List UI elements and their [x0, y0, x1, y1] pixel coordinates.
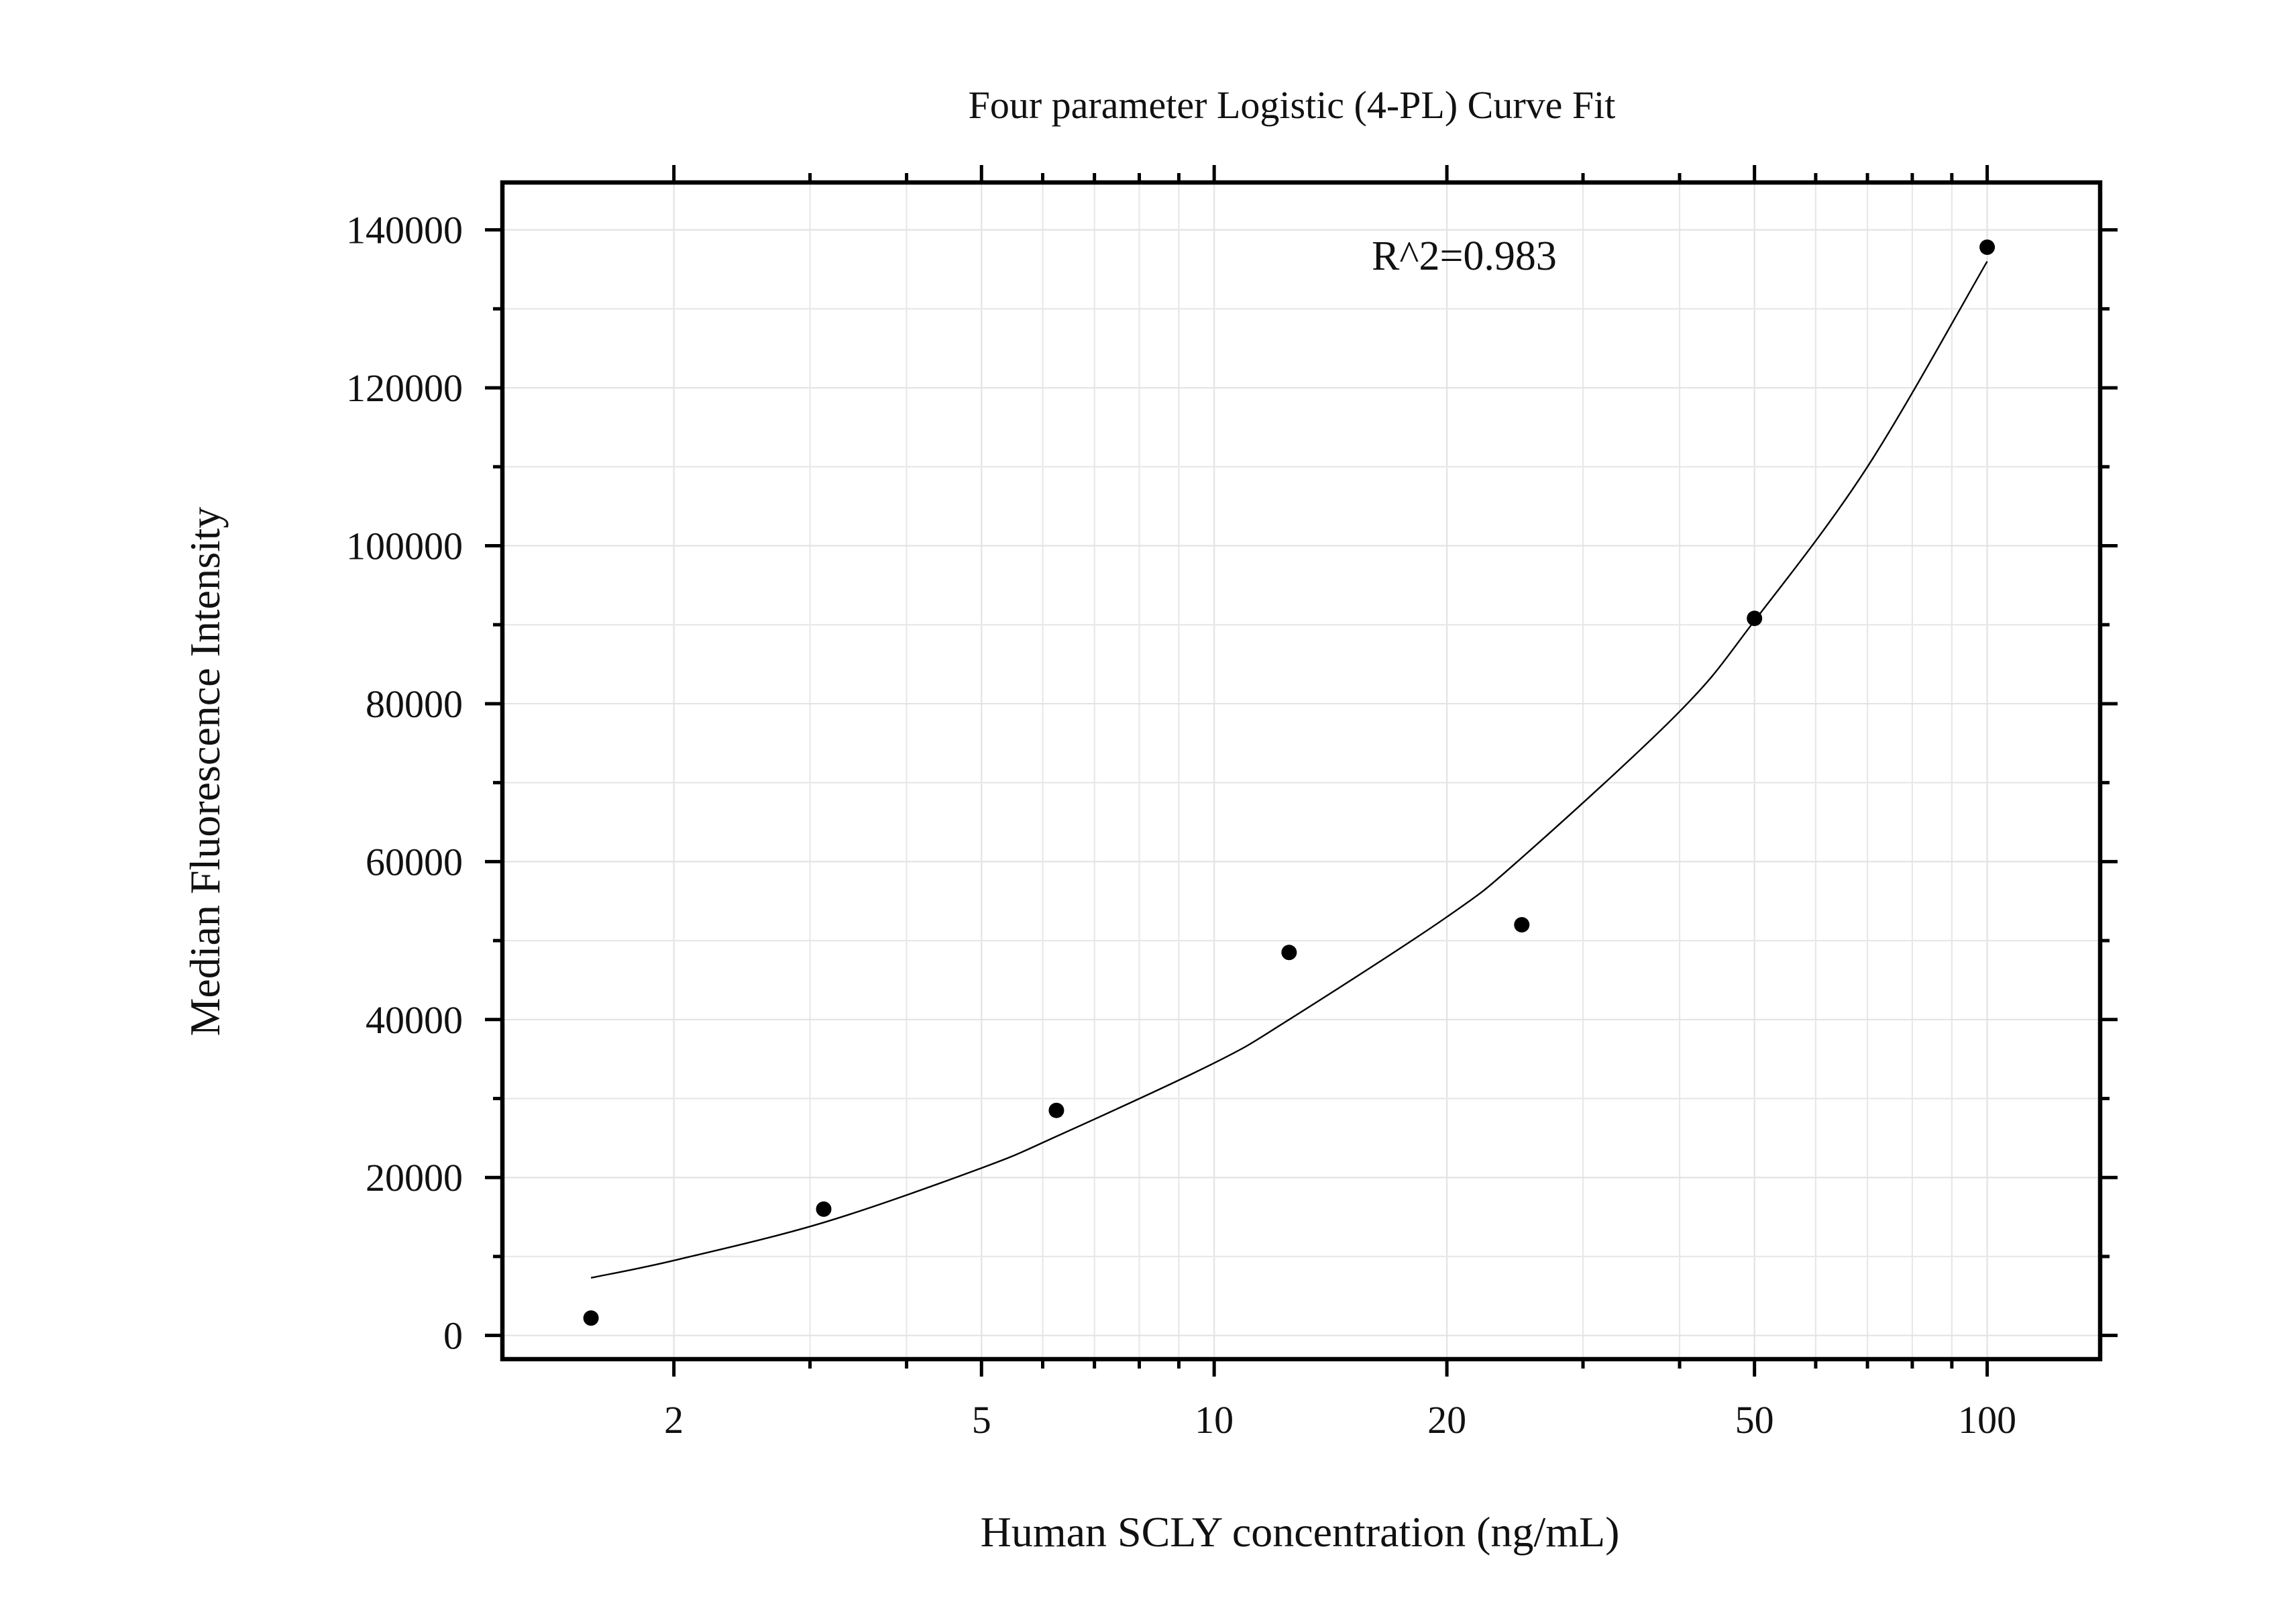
y-tick-label: 100000 — [346, 525, 463, 568]
data-point — [1048, 1102, 1064, 1118]
x-tick-label: 10 — [1195, 1398, 1234, 1442]
y-tick-label: 60000 — [366, 840, 463, 884]
data-point — [583, 1310, 599, 1326]
y-tick-label: 120000 — [346, 366, 463, 410]
plot-frame — [500, 180, 2103, 1362]
y-axis-label: Median Fluorescence Intensity — [181, 506, 229, 1036]
chart-title: Four parameter Logistic (4-PL) Curve Fit — [969, 83, 1616, 127]
data-point — [1281, 945, 1297, 961]
data-point — [1514, 917, 1530, 933]
x-tick-label: 100 — [1958, 1398, 2016, 1442]
y-tick-label: 140000 — [346, 209, 463, 252]
data-point — [1747, 610, 1763, 627]
x-tick-label: 20 — [1427, 1398, 1466, 1442]
y-tick-label: 80000 — [366, 682, 463, 726]
x-tick-label: 2 — [664, 1398, 684, 1442]
axis-tick-labels: 2 5 10 20 50 100 0 20000 40000 60000 80000 100000 12… — [346, 209, 2016, 1442]
data-points-layer — [583, 239, 1996, 1326]
fit-curve-layer — [590, 261, 1988, 1279]
grid — [502, 182, 2100, 1359]
x-tick-label: 50 — [1735, 1398, 1774, 1442]
x-tick-label: 5 — [972, 1398, 991, 1442]
y-tick-label: 20000 — [366, 1156, 463, 1199]
r-squared-annotation: R^2=0.983 — [1372, 233, 1557, 279]
data-point — [1979, 239, 1996, 256]
x-axis-label: Human SCLY concentration (ng/mL) — [981, 1508, 1620, 1556]
y-tick-label: 0 — [443, 1314, 463, 1358]
data-point — [816, 1201, 832, 1217]
axis-ticks — [485, 165, 2118, 1377]
y-tick-label: 40000 — [366, 998, 463, 1042]
fit-curve — [590, 261, 1988, 1279]
